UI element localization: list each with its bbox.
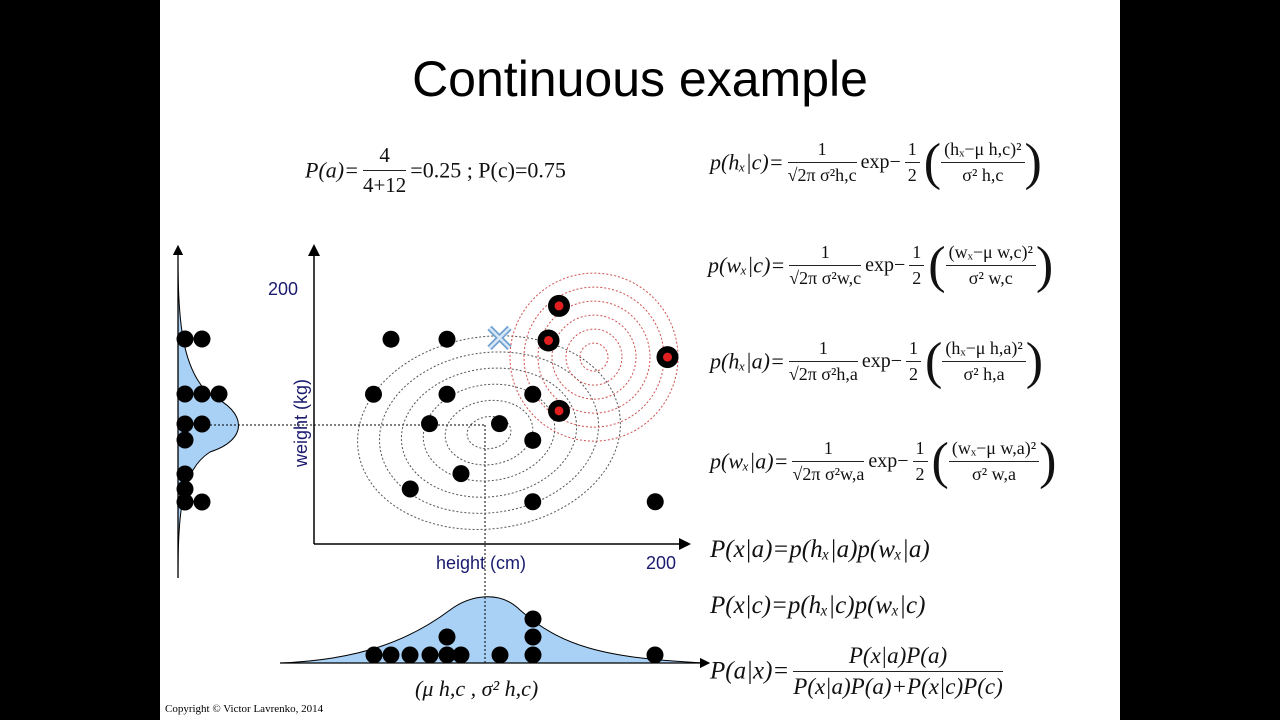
point-core-a-1 [544,335,553,345]
height-dot [524,646,542,664]
posterior-equation: P(a|x)= P(x|a)P(a) P(x|a)P(a)+P(x|c)P(c) [710,643,1003,699]
slide: Continuous example P(a)= 4 4+12 =0.25 ; … [160,0,1120,720]
point-c-11 [646,493,664,511]
contour-a-5 [523,286,665,428]
query-x-inner [488,327,511,349]
weight-dot [176,415,194,433]
joint-pxa: P(x|a)=p(hₓ|a)p(wₓ|a) [710,536,930,563]
weight-dot [193,330,211,348]
scatter-plot: 200 200 height (cm) weight (kg) (μ h,c ,… [172,244,711,701]
height-dot [491,646,509,664]
contour-c-2 [444,399,534,466]
height-dot [646,646,664,664]
height-dot [438,628,456,646]
weight-dot [176,385,194,403]
x-axis-label: height (cm) [436,553,526,573]
height-dot [365,646,383,664]
height-dot [401,646,419,664]
prior-equation: P(a)= 4 4+12 =0.25 ; P(c)=0.75 [305,143,566,198]
point-c-9 [401,480,419,498]
pa-fraction: 4 4+12 [362,143,407,197]
y-tick-200: 200 [268,279,298,299]
height-dot [421,646,439,664]
x-tick-200: 200 [646,553,676,573]
contour-a-6 [509,272,679,442]
contour-c-5 [379,351,599,514]
pa-lhs: P(a)= [305,157,359,183]
point-core-a-2 [663,352,672,362]
point-c-1 [438,330,456,348]
weight-dot [193,415,211,433]
point-core-a-0 [554,301,564,311]
height-marginal-points [365,610,664,664]
point-c-7 [524,431,542,449]
point-c-8 [452,465,470,483]
weight-dot [176,431,194,449]
class-c-contours [357,335,621,530]
class-a-contours [509,272,679,442]
contour-a-2 [565,328,623,386]
point-c-0 [382,330,400,348]
weight-dot [176,493,194,511]
slide-title: Continuous example [412,51,868,107]
weight-dot [176,330,194,348]
point-c-2 [365,385,382,403]
y-axis-label: weight (kg) [291,379,311,468]
height-dot [382,646,400,664]
point-c-4 [524,385,542,403]
point-c-6 [491,415,508,433]
height-dot [452,646,470,664]
contour-a-1 [579,342,609,372]
contour-c-4 [400,367,578,498]
point-c-10 [524,493,542,511]
weight-marginal-points [176,330,228,511]
contour-c-6 [357,335,621,530]
contour-a-3 [551,314,637,400]
weight-dot [176,480,194,498]
scatter-points [365,294,679,511]
copyright: Copyright © Victor Lavrenko, 2014 [165,703,324,715]
pa-rhs: =0.25 ; P(c)=0.75 [410,157,566,183]
point-c-3 [438,385,456,403]
point-c-5 [421,415,438,433]
weight-dot [210,385,228,403]
height-dot [524,610,542,628]
contour-c-1 [466,416,512,450]
point-core-a-3 [554,406,564,416]
query-point-x-icon [487,325,512,351]
weight-dot [193,385,211,403]
height-dot [524,628,542,646]
joint-pxc: P(x|c)=p(hₓ|c)p(wₓ|c) [710,592,926,619]
weight-dot [176,465,194,483]
mean-variance-label: (μ h,c , σ² h,c) [415,676,538,701]
height-dot [438,646,456,664]
contour-a-4 [537,300,651,414]
weight-dot [193,493,211,511]
